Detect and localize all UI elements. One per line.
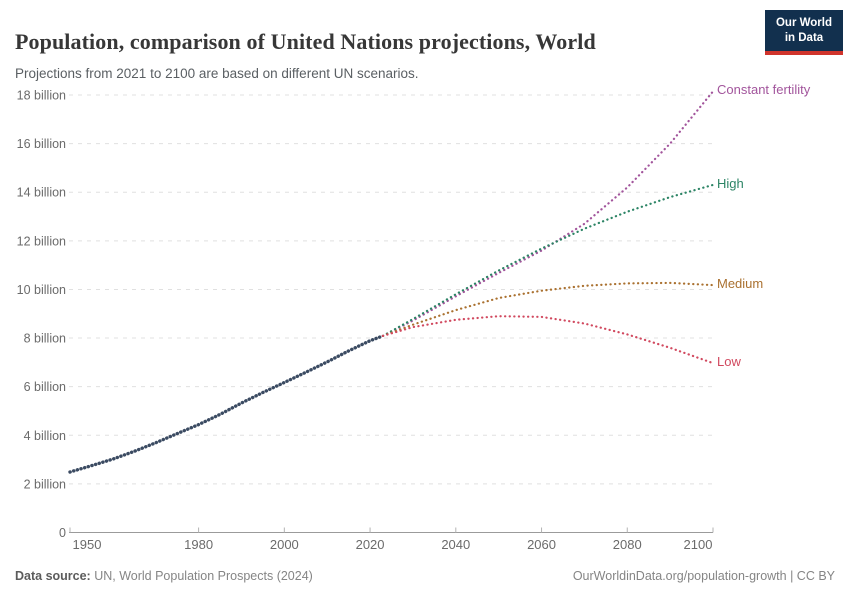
data-source-note: Data source: UN, World Population Prospe… xyxy=(15,569,313,583)
y-axis-tick-label: 2 billion xyxy=(24,477,66,491)
series-line-medium xyxy=(381,281,715,337)
data-source-label: Data source: xyxy=(15,569,91,583)
y-axis-tick-label: 12 billion xyxy=(17,234,66,248)
y-axis-tick-label: 4 billion xyxy=(24,429,66,443)
legend-label-high[interactable]: High xyxy=(717,176,744,191)
page-title: Population, comparison of United Nations… xyxy=(15,28,596,54)
owid-logo-line1: Our World xyxy=(775,17,832,29)
x-axis-tick-label: 2020 xyxy=(356,537,385,552)
series-line-constant-fertility xyxy=(381,90,715,337)
y-axis-tick-label: 0 xyxy=(59,526,66,540)
x-axis-tick-label: 2040 xyxy=(441,537,470,552)
x-axis-tick-label: 2060 xyxy=(527,537,556,552)
y-axis-tick-label: 6 billion xyxy=(24,380,66,394)
x-axis-tick-label: 2100 xyxy=(684,537,713,552)
series-line-high xyxy=(381,183,715,337)
y-axis-tick-label: 10 billion xyxy=(17,283,66,297)
credit-link[interactable]: OurWorldinData.org/population-growth | C… xyxy=(572,569,835,583)
chart-subtitle: Projections from 2021 to 2100 are based … xyxy=(15,65,419,81)
series-line-historical-estimates xyxy=(68,334,385,474)
owid-logo-line2: in Data xyxy=(784,31,824,44)
x-axis-tick-label: 1950 xyxy=(73,537,102,552)
data-source-value: UN, World Population Prospects (2024) xyxy=(90,569,313,583)
y-axis-tick-label: 18 billion xyxy=(17,89,66,103)
owid-logo: Our World in Data xyxy=(765,10,843,55)
y-axis-tick-label: 14 billion xyxy=(17,186,66,200)
x-axis-tick-label: 2080 xyxy=(613,537,642,552)
x-axis-tick-label: 1980 xyxy=(184,537,213,552)
legend-label-medium[interactable]: Medium xyxy=(717,276,764,291)
legend-label-low[interactable]: Low xyxy=(717,354,741,369)
y-axis-tick-label: 16 billion xyxy=(17,137,66,151)
legend-label-constant-fertility[interactable]: Constant fertility xyxy=(717,82,811,97)
x-axis-tick-label: 2000 xyxy=(270,537,299,552)
y-axis-tick-label: 8 billion xyxy=(24,332,66,346)
series-line-low xyxy=(381,315,715,365)
